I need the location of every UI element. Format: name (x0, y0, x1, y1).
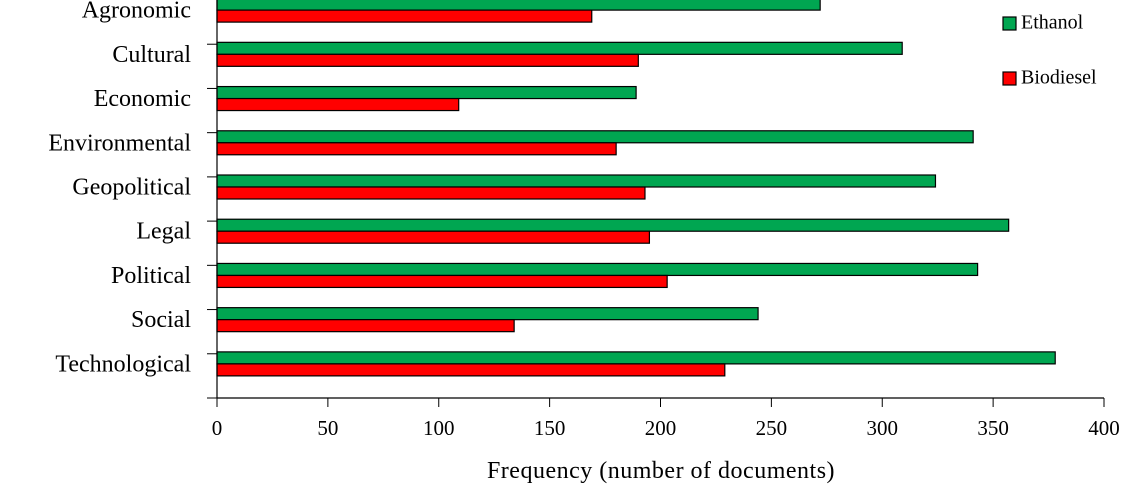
bar-biodiesel-environmental (217, 143, 616, 155)
category-label: Technological (55, 351, 191, 377)
bar-ethanol-cultural (217, 42, 902, 54)
x-tick-label: 250 (756, 416, 788, 440)
bar-biodiesel-geopolitical (217, 187, 645, 199)
x-tick-label: 350 (977, 416, 1009, 440)
legend-swatch-biodiesel (1003, 72, 1016, 85)
legend-label-ethanol: Ethanol (1021, 12, 1084, 34)
bar-ethanol-economic (217, 87, 636, 99)
category-label: Environmental (48, 130, 191, 156)
bar-ethanol-geopolitical (217, 175, 935, 187)
x-tick-label: 50 (317, 416, 338, 440)
category-label: Cultural (112, 42, 191, 68)
bar-ethanol-legal (217, 219, 1009, 231)
bar-ethanol-agronomic (217, 0, 820, 10)
x-tick-label: 200 (645, 416, 677, 440)
category-label: Social (131, 307, 191, 333)
bar-biodiesel-economic (217, 99, 459, 111)
bar-biodiesel-cultural (217, 54, 638, 66)
x-tick-label: 100 (423, 416, 455, 440)
category-label: Agronomic (82, 0, 191, 24)
legend-swatch-ethanol (1003, 17, 1016, 30)
bar-biodiesel-agronomic (217, 10, 592, 22)
x-tick-label: 400 (1088, 416, 1120, 440)
legend-label-biodiesel: Biodiesel (1021, 67, 1097, 89)
bar-ethanol-environmental (217, 131, 973, 143)
x-axis-title: Frequency (number of documents) (487, 458, 835, 484)
bar-biodiesel-social (217, 320, 514, 332)
bar-ethanol-technological (217, 352, 1055, 364)
bar-ethanol-social (217, 308, 758, 320)
category-label: Political (111, 263, 191, 289)
category-label: Legal (136, 219, 191, 245)
bar-biodiesel-political (217, 275, 667, 287)
x-tick-label: 0 (212, 416, 223, 440)
legend: Ethanol Biodiesel (1003, 12, 1097, 89)
bars-layer (217, 0, 1055, 376)
x-tick-label: 300 (867, 416, 899, 440)
bar-ethanol-political (217, 263, 978, 275)
x-tick-label: 150 (534, 416, 566, 440)
category-label: Economic (94, 86, 191, 112)
bar-biodiesel-legal (217, 231, 649, 243)
bar-biodiesel-technological (217, 364, 725, 376)
category-label: Geopolitical (72, 175, 191, 201)
